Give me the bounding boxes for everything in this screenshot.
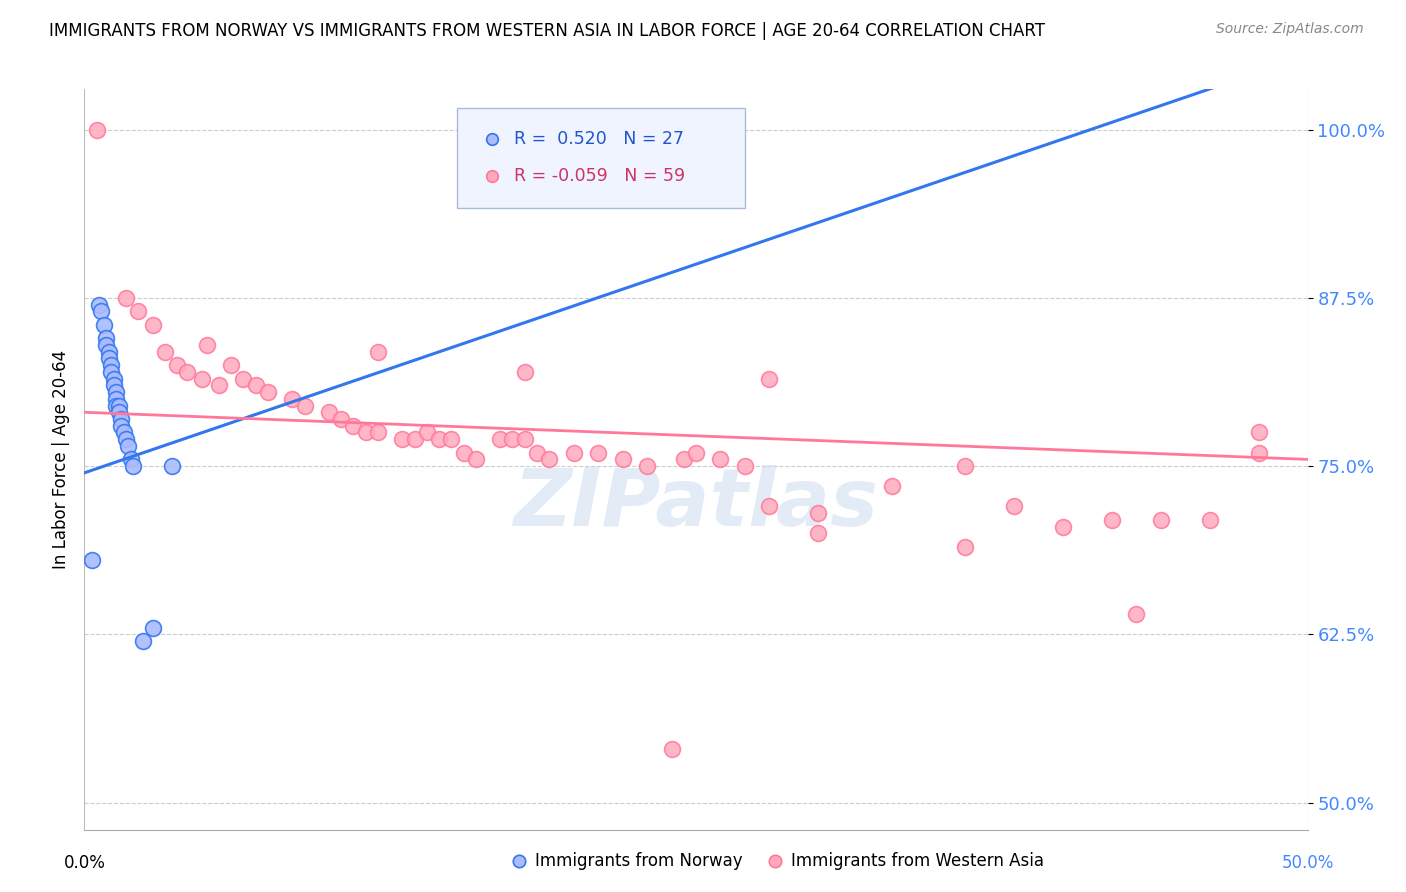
FancyBboxPatch shape xyxy=(457,108,745,208)
Text: Immigrants from Western Asia: Immigrants from Western Asia xyxy=(792,852,1045,870)
Point xyxy=(245,378,267,392)
Point xyxy=(367,425,389,440)
Point xyxy=(100,358,122,372)
Point xyxy=(342,418,364,433)
Point xyxy=(80,553,103,567)
Text: Source: ZipAtlas.com: Source: ZipAtlas.com xyxy=(1216,22,1364,37)
Point xyxy=(318,405,340,419)
Point xyxy=(281,392,304,406)
Point xyxy=(219,358,242,372)
Point xyxy=(176,365,198,379)
Point xyxy=(758,371,780,385)
Point xyxy=(440,432,463,446)
Point xyxy=(672,452,695,467)
Point xyxy=(953,540,976,554)
Point xyxy=(453,445,475,459)
Point xyxy=(103,378,125,392)
Point xyxy=(132,634,155,648)
Point xyxy=(1150,513,1173,527)
Point xyxy=(96,331,118,345)
Point xyxy=(526,445,548,459)
Point xyxy=(562,445,585,459)
Point xyxy=(734,459,756,474)
Point xyxy=(127,304,149,318)
Point xyxy=(97,344,120,359)
Point xyxy=(115,432,138,446)
Y-axis label: In Labor Force | Age 20-64: In Labor Force | Age 20-64 xyxy=(52,350,70,569)
Text: 50.0%: 50.0% xyxy=(1281,854,1334,871)
Point xyxy=(367,344,389,359)
Point xyxy=(294,399,316,413)
Point xyxy=(100,365,122,379)
Point xyxy=(489,432,512,446)
Point xyxy=(612,452,634,467)
Point xyxy=(685,445,707,459)
Point xyxy=(87,297,110,311)
Point xyxy=(110,412,132,426)
Point xyxy=(93,318,115,332)
Point xyxy=(807,526,830,541)
Point xyxy=(166,358,188,372)
Text: R = -0.059   N = 59: R = -0.059 N = 59 xyxy=(513,167,685,185)
Point xyxy=(1125,607,1147,622)
Point xyxy=(538,452,561,467)
Point xyxy=(86,122,108,136)
Point xyxy=(887,212,910,227)
Point xyxy=(953,459,976,474)
Point xyxy=(513,365,536,379)
Point xyxy=(1101,513,1123,527)
Point xyxy=(330,412,353,426)
Text: Immigrants from Norway: Immigrants from Norway xyxy=(534,852,742,870)
Point xyxy=(354,425,377,440)
Point xyxy=(758,500,780,514)
Point xyxy=(195,338,218,352)
Point xyxy=(110,418,132,433)
Text: ZIPatlas: ZIPatlas xyxy=(513,465,879,543)
Point xyxy=(97,351,120,366)
Point xyxy=(887,280,910,294)
Point xyxy=(709,452,731,467)
Point xyxy=(105,392,128,406)
Point xyxy=(257,385,280,400)
Point xyxy=(120,452,142,467)
Point xyxy=(502,432,524,446)
Point xyxy=(96,338,118,352)
Point xyxy=(636,459,658,474)
Point xyxy=(880,479,903,493)
Point xyxy=(107,399,129,413)
Point xyxy=(513,432,536,446)
Point xyxy=(1002,500,1025,514)
Point xyxy=(807,506,830,520)
Point xyxy=(391,432,413,446)
Point xyxy=(416,425,439,440)
Point xyxy=(103,371,125,385)
Point xyxy=(107,405,129,419)
Text: R =  0.520   N = 27: R = 0.520 N = 27 xyxy=(513,130,683,148)
Point xyxy=(117,439,139,453)
Point xyxy=(661,741,683,756)
Point xyxy=(142,318,165,332)
Point xyxy=(586,445,609,459)
Point xyxy=(1198,513,1220,527)
Point xyxy=(1247,445,1270,459)
Point xyxy=(464,452,486,467)
Point xyxy=(153,344,176,359)
Point xyxy=(122,459,145,474)
Text: IMMIGRANTS FROM NORWAY VS IMMIGRANTS FROM WESTERN ASIA IN LABOR FORCE | AGE 20-6: IMMIGRANTS FROM NORWAY VS IMMIGRANTS FRO… xyxy=(49,22,1045,40)
Text: 0.0%: 0.0% xyxy=(63,854,105,871)
Point xyxy=(90,304,112,318)
Point xyxy=(1247,425,1270,440)
Point xyxy=(208,378,231,392)
Point xyxy=(105,385,128,400)
Point xyxy=(105,399,128,413)
Point xyxy=(191,371,214,385)
Point xyxy=(142,621,165,635)
Point xyxy=(162,459,184,474)
Point xyxy=(1052,519,1074,533)
Point xyxy=(112,425,135,440)
Point xyxy=(115,291,138,305)
Point xyxy=(232,371,254,385)
Point xyxy=(404,432,426,446)
Point xyxy=(427,432,450,446)
